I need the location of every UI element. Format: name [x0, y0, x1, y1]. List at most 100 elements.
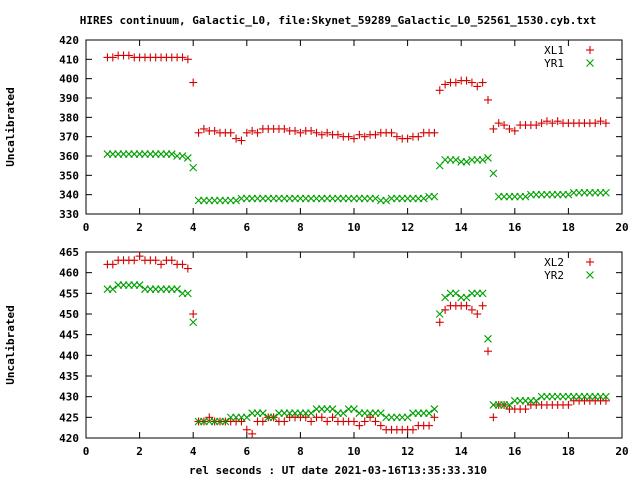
data-point-xl2 — [366, 413, 375, 422]
data-point-xl2 — [462, 301, 471, 310]
legend-label: YR2 — [544, 269, 564, 282]
data-point-yr2 — [221, 417, 230, 426]
data-point-xl1 — [248, 126, 257, 135]
data-point-xl2 — [135, 252, 144, 261]
data-point-xl1 — [350, 134, 358, 143]
data-point-xl1 — [183, 55, 192, 64]
data-point-xl2 — [280, 417, 289, 426]
data-point-xl1 — [189, 78, 198, 87]
legend-marker-yr1 — [586, 59, 594, 67]
data-point-yr2 — [307, 409, 316, 418]
data-point-yr1 — [564, 190, 573, 199]
data-marks-bottom — [103, 252, 610, 438]
data-point-yr1 — [489, 169, 498, 178]
x-tick-label: 4 — [190, 445, 197, 458]
data-point-xl1 — [253, 128, 262, 137]
data-marks-top — [103, 51, 610, 205]
data-point-xl2 — [205, 413, 214, 422]
data-point-xl2 — [355, 421, 364, 430]
data-point-yr2 — [602, 392, 610, 401]
data-point-yr2 — [173, 285, 182, 294]
data-point-xl1 — [296, 128, 305, 137]
x-tick-label: 6 — [243, 445, 250, 458]
data-point-xl1 — [232, 134, 241, 143]
data-point-xl1 — [441, 80, 450, 89]
data-point-yr1 — [167, 150, 176, 158]
data-point-yr2 — [430, 405, 439, 413]
x-tick-label: 16 — [508, 221, 522, 234]
data-point-yr1 — [178, 152, 187, 160]
y-tick-label: 380 — [59, 111, 79, 124]
data-point-yr2 — [451, 289, 460, 298]
data-point-xl2 — [441, 305, 450, 314]
data-point-xl1 — [403, 134, 412, 143]
data-point-xl1 — [473, 82, 482, 91]
data-point-xl1 — [108, 53, 117, 62]
x-tick-label: 12 — [401, 221, 414, 234]
data-point-xl1 — [194, 128, 203, 137]
y-tick-label: 450 — [59, 308, 79, 321]
data-point-xl1 — [178, 53, 187, 62]
data-point-xl1 — [333, 130, 342, 139]
data-point-xl1 — [484, 95, 492, 104]
data-point-yr1 — [183, 154, 192, 162]
data-point-yr1 — [371, 194, 380, 203]
data-point-xl1 — [537, 119, 546, 128]
y-tick-label: 370 — [59, 131, 79, 144]
data-point-yr1 — [419, 194, 428, 203]
data-point-xl1 — [199, 124, 208, 133]
plot-frame-bottom — [85, 251, 623, 439]
y-tick-label: 445 — [59, 329, 79, 342]
data-point-xl2 — [350, 417, 358, 426]
data-point-xl2 — [376, 421, 385, 430]
x-tick-label: 0 — [83, 445, 90, 458]
x-tick-label: 6 — [243, 221, 250, 234]
data-point-xl1 — [355, 130, 364, 139]
data-point-yr2 — [532, 396, 541, 405]
x-tick-label: 10 — [347, 445, 360, 458]
y-tick-label: 420 — [59, 34, 79, 47]
data-point-xl2 — [521, 405, 530, 414]
data-point-xl1 — [553, 117, 562, 126]
y-axis-label-top: Uncalibrated — [4, 87, 17, 166]
data-point-xl2 — [301, 413, 310, 422]
x-tick-label: 18 — [562, 221, 575, 234]
data-point-xl2 — [307, 417, 316, 426]
data-point-xl1 — [505, 124, 514, 133]
data-point-xl1 — [478, 78, 487, 87]
legend-marker-xl1 — [586, 46, 594, 54]
axis-ticks-bottom: 0 2 4 6 8 10 12 14 16 18 20 420 425 430 435 440 445 450 45… — [59, 246, 629, 458]
data-point-xl2 — [323, 417, 332, 426]
chart-panel-bottom: Uncalibrated 0 2 4 6 8 10 12 14 16 18 20 420 425 430 4… — [4, 246, 629, 458]
y-tick-label: 330 — [59, 208, 79, 221]
legend-label: XL2 — [544, 256, 564, 269]
data-point-xl1 — [371, 130, 380, 139]
data-point-yr1 — [451, 155, 460, 164]
y-tick-label: 420 — [59, 432, 79, 445]
data-point-xl1 — [489, 124, 498, 133]
y-tick-label: 465 — [59, 246, 79, 259]
data-point-xl1 — [312, 128, 321, 137]
data-point-yr1 — [521, 192, 530, 201]
data-point-xl2 — [430, 413, 439, 422]
data-point-xl1 — [291, 126, 300, 135]
data-point-yr2 — [462, 293, 471, 302]
data-point-xl2 — [183, 264, 192, 273]
data-point-xl2 — [317, 413, 326, 422]
y-tick-label: 400 — [59, 73, 79, 86]
data-point-xl2 — [130, 256, 139, 265]
y-tick-label: 440 — [59, 349, 79, 362]
data-point-xl1 — [548, 119, 557, 128]
data-point-yr2 — [350, 405, 358, 413]
y-tick-label: 390 — [59, 92, 79, 105]
y-tick-label: 360 — [59, 150, 79, 163]
data-point-yr1 — [189, 163, 198, 172]
data-point-xl1 — [414, 132, 423, 141]
x-tick-label: 20 — [615, 221, 628, 234]
data-point-xl1 — [542, 117, 551, 126]
legend-label: XL1 — [544, 44, 564, 57]
legend-marker-xl2 — [586, 258, 594, 266]
data-point-xl1 — [510, 126, 519, 135]
